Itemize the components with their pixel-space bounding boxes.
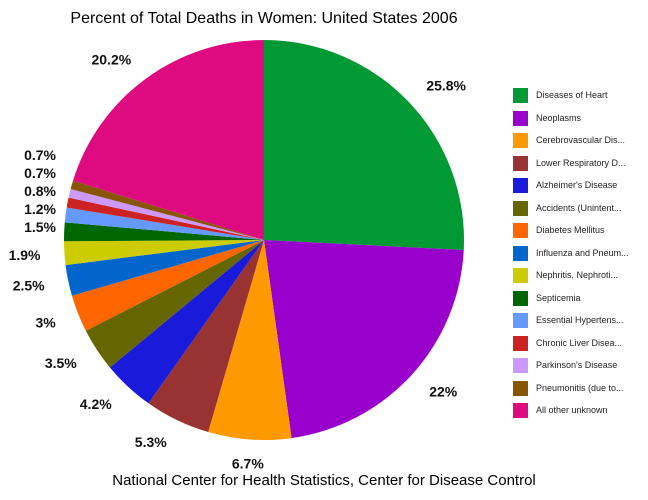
legend-item: Accidents (Unintent... [513,200,648,224]
legend-label: All other unknown [536,405,608,415]
legend-item: Septicemia [513,290,648,314]
slice-data-label: 2.5% [13,277,45,293]
legend-item: Chronic Liver Disea... [513,335,648,359]
legend-swatch [513,358,528,373]
slice-data-label: 1.9% [9,247,41,263]
legend-label: Lower Respiratory D... [536,157,626,168]
legend-swatch [513,245,528,261]
legend-item: Diseases of Heart [513,88,648,111]
legend-swatch [513,155,528,171]
legend-label: Septicemia [536,292,581,303]
legend-label: Parkinson's Disease [536,360,618,370]
legend-item: Nephritis, Nephroti... [513,268,648,291]
pie-slice [264,240,464,439]
pie-slice [208,240,292,440]
pie-slice [71,240,265,331]
slice-data-label: 4.2% [80,396,112,412]
legend-item: Alzheimer's Disease [513,178,648,201]
slice-data-label: 3.5% [45,355,77,371]
legend-item: Diabetes Mellitus [513,223,648,246]
legend-item: Essential Hypertens... [513,313,648,336]
slice-data-label: 25.8% [426,78,466,94]
legend-item: Influenza and Pneum... [513,245,648,269]
legend-item: Parkinson's Disease [513,358,648,381]
pie-slice [264,40,464,251]
pie-slice [64,207,264,240]
legend-label: Essential Hypertens... [536,315,624,325]
legend-label: Accidents (Unintent... [536,202,622,213]
legend-item: Neoplasms [513,110,648,134]
pie-slice [85,240,264,368]
legend-item: Lower Respiratory D... [513,155,648,179]
slice-data-label: 1.5% [24,219,56,235]
pie-slice [63,222,264,242]
legend-label: Neoplasms [536,112,582,123]
slice-data-label: 0.7% [24,165,56,181]
legend-swatch [513,380,528,396]
legend-label: Cerebrovascular Dis... [536,135,626,145]
pie-slice [68,189,264,240]
legend-label: Pneumonitis (due to... [536,382,624,393]
legend-swatch [513,403,528,418]
legend-label: Diseases of Heart [536,90,608,100]
slice-data-label: 20.2% [91,52,131,68]
legend-item: Pneumonitis (due to... [513,380,648,404]
legend-swatch [513,290,528,306]
chart-title: Percent of Total Deaths in Women: United… [70,10,458,27]
legend-swatch [513,313,528,328]
chart-footer: National Center for Health Statistics, C… [112,472,536,489]
pie-slice [109,240,264,404]
legend-swatch [513,133,528,148]
slice-data-label: 5.3% [135,434,167,450]
pie-slice [70,180,264,240]
legend: Diseases of Heart Neoplasms Cerebrovascula… [513,88,648,426]
legend-label: Alzheimer's Disease [536,180,618,190]
legend-label: Chronic Liver Disea... [536,337,623,348]
pie-slice [66,197,264,240]
legend-item: Cerebrovascular Dis... [513,133,648,156]
legend-swatch [513,335,528,351]
legend-swatch [513,110,528,126]
legend-label: Influenza and Pneum... [536,247,629,258]
legend-swatch [513,200,528,216]
legend-swatch [513,223,528,238]
legend-swatch [513,178,528,193]
legend-swatch [513,268,528,283]
pie-slice [65,240,264,296]
slice-data-label: 1.2% [24,201,56,217]
slice-data-label: 0.7% [24,147,56,163]
legend-item: All other unknown [513,403,648,426]
slice-data-label: 22% [429,383,458,399]
pie-slice [73,40,264,240]
slice-data-label: 6.7% [232,455,264,471]
legend-label: Diabetes Mellitus [536,225,605,235]
slice-data-label: 3% [35,314,56,330]
pie-slice [148,240,264,433]
legend-label: Nephritis, Nephroti... [536,270,619,280]
pie-slice [64,240,265,266]
slice-data-label: 0.8% [24,183,56,199]
legend-swatch [513,88,528,103]
